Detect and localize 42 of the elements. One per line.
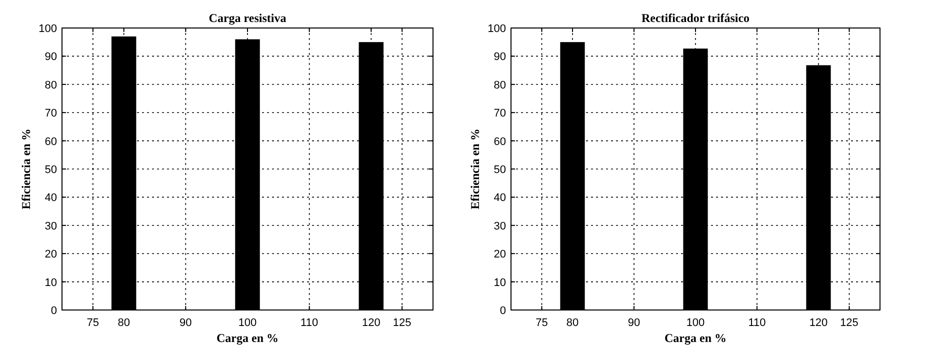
x-tick-label: 110 xyxy=(748,317,766,329)
y-tick-label: 0 xyxy=(50,305,57,317)
y-tick-label: 90 xyxy=(494,51,506,64)
x-tick-label: 75 xyxy=(536,317,548,329)
x-tick-label: 75 xyxy=(86,317,100,329)
chart-title: Rectificador trifásico xyxy=(641,11,750,25)
y-tick-label: 70 xyxy=(44,108,57,120)
y-tick-label: 30 xyxy=(44,220,57,232)
y-tick-label: 100 xyxy=(488,23,506,35)
y-tick-label: 30 xyxy=(494,220,506,232)
chart-title: Carga resistiva xyxy=(208,11,286,25)
y-tick-label: 40 xyxy=(44,192,57,204)
y-tick-label: 10 xyxy=(494,276,506,289)
y-tick-label: 10 xyxy=(44,276,57,289)
x-tick-label: 80 xyxy=(118,317,130,329)
x-tick-label: 120 xyxy=(809,317,828,329)
y-tick-label: 20 xyxy=(494,248,506,261)
y-tick-label: 90 xyxy=(44,51,57,64)
y-tick-label: 40 xyxy=(494,192,506,204)
y-tick-label: 20 xyxy=(44,248,57,261)
y-tick-label: 70 xyxy=(494,108,506,120)
x-axis-title: Carga en % xyxy=(216,331,278,345)
x-axis-title: Carga en % xyxy=(664,331,726,345)
x-tick-label: 120 xyxy=(362,317,380,329)
x-tick-label: 125 xyxy=(840,317,858,329)
y-tick-label: 60 xyxy=(44,136,57,148)
x-tick-label: 100 xyxy=(238,317,257,329)
x-tick-label: 100 xyxy=(686,317,705,329)
y-tick-label: 80 xyxy=(494,79,506,92)
y-axis-title: Eficiencia en % xyxy=(19,128,33,210)
y-tick-label: 60 xyxy=(494,136,506,148)
x-tick-label: 90 xyxy=(628,317,640,329)
x-tick-label: 125 xyxy=(392,317,412,329)
y-tick-label: 50 xyxy=(494,164,506,176)
x-tick-label: 110 xyxy=(300,317,318,329)
y-tick-label: 80 xyxy=(44,79,57,92)
x-tick-label: 90 xyxy=(180,317,192,329)
y-axis-title: Eficiencia en % xyxy=(468,128,482,210)
x-tick-label: 80 xyxy=(566,317,579,329)
y-tick-label: 50 xyxy=(44,164,57,176)
y-tick-label: 100 xyxy=(38,23,57,35)
y-tick-label: 0 xyxy=(500,305,506,317)
